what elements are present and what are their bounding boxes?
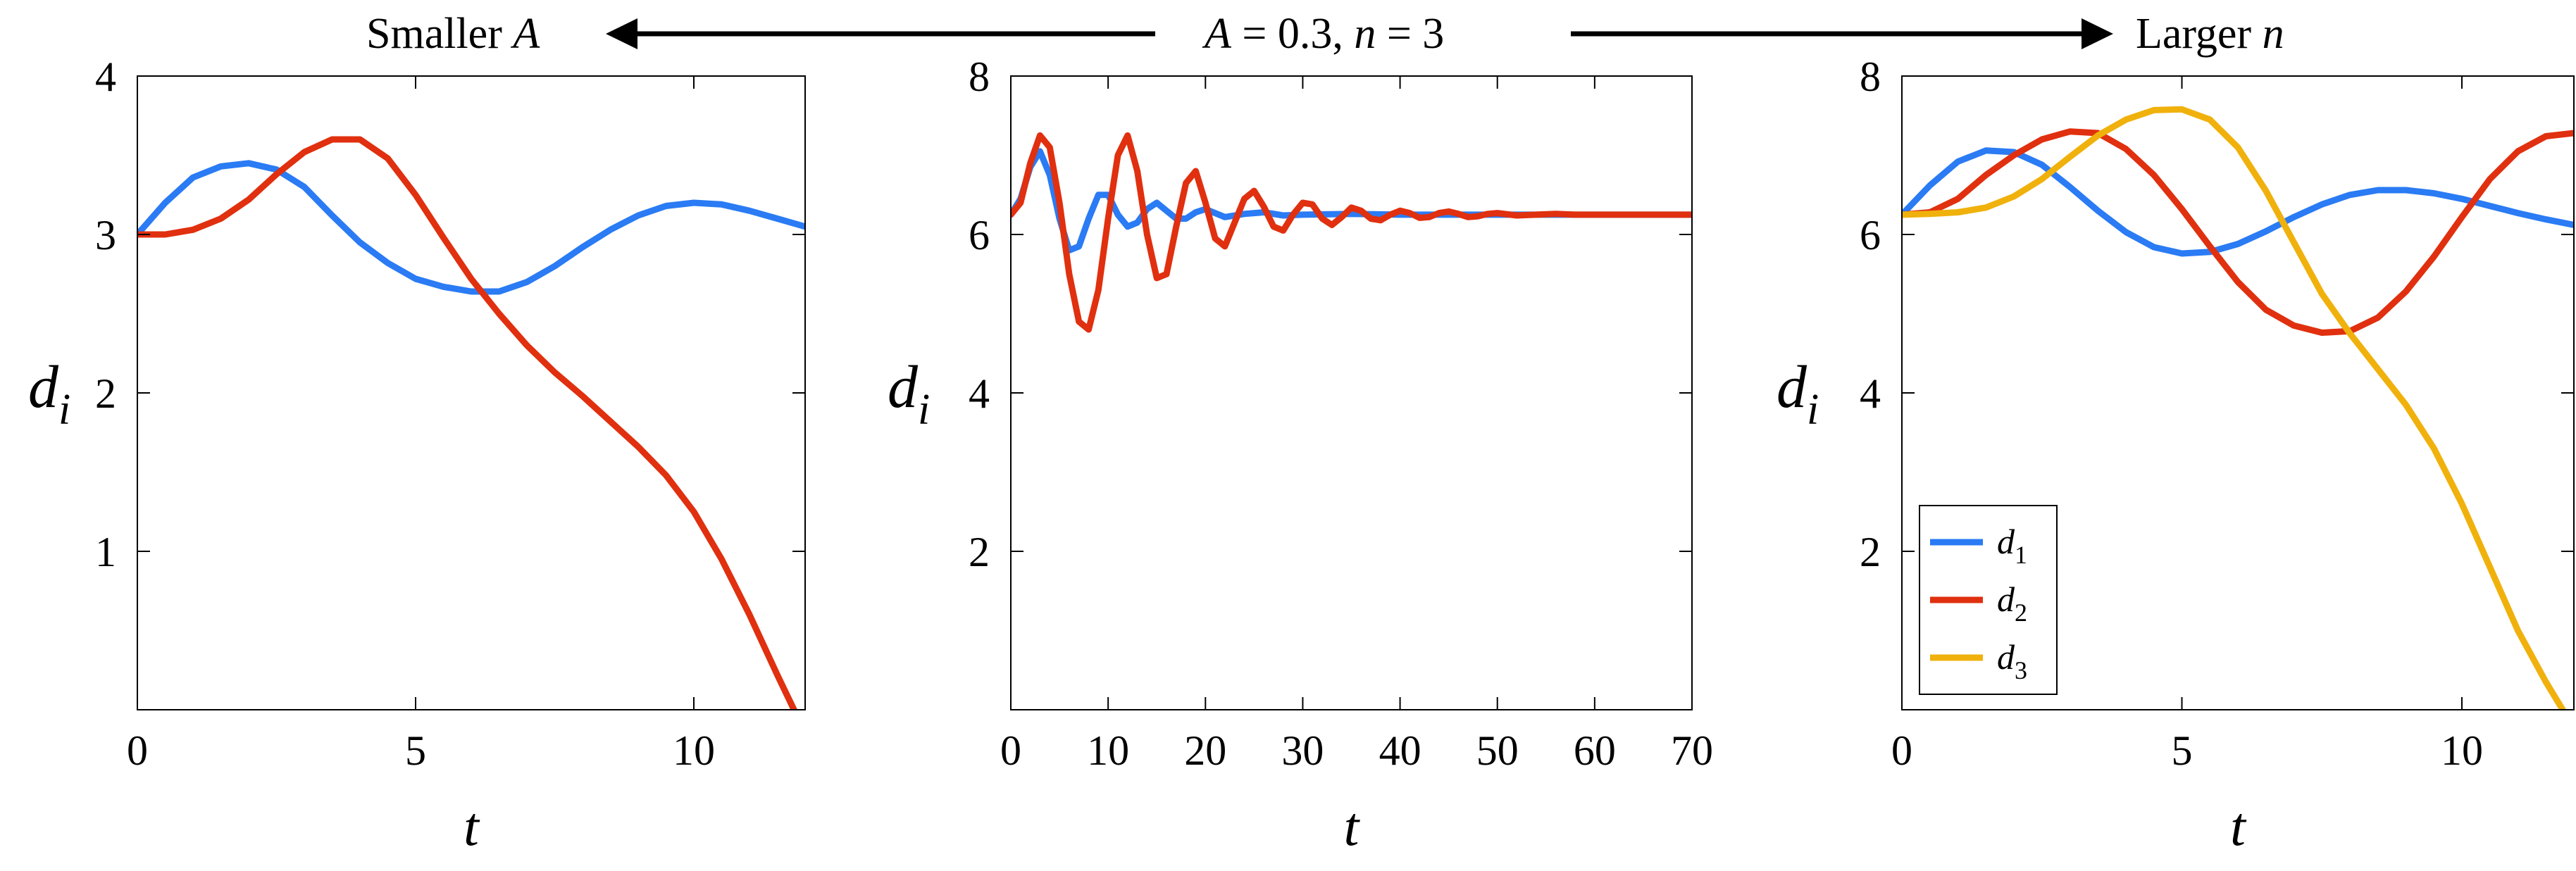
y-tick-label: 8 [969, 54, 990, 100]
header-left-label: Smaller A [366, 10, 540, 58]
series-line-d1 [137, 160, 805, 295]
plot-frame [137, 75, 806, 710]
x-tick-label: 40 [1379, 727, 1421, 774]
y-tick-label: 1 [95, 529, 116, 575]
chart-panel-3: 0 5 10 2 4 6 8 t di d1 d2 d3 [1777, 54, 2575, 857]
y-tick-label: 6 [1860, 212, 1881, 258]
x-tick-label: 0 [1891, 727, 1912, 774]
header-annotation: Smaller A A = 0.3, n = 3 Larger n [366, 10, 2284, 58]
x-tick-label: 60 [1574, 727, 1616, 774]
y-tick-label: 2 [1860, 529, 1881, 575]
chart-panel-1: 0 5 10 1 2 3 4 t di [28, 54, 806, 857]
y-tick-label: 4 [95, 54, 116, 100]
legend-label-d2: d2 [1997, 579, 2027, 627]
x-axis-label: t [1344, 796, 1361, 857]
legend-label-d1: d1 [1997, 522, 2027, 569]
legend-label-d3: d3 [1997, 637, 2027, 684]
series-line-d3 [1902, 106, 2566, 710]
header-center-label: A = 0.3, n = 3 [1202, 10, 1444, 58]
x-tick-label: 10 [673, 727, 715, 774]
x-tick-label: 10 [1087, 727, 1129, 774]
left-arrow-head [606, 18, 637, 49]
legend: d1 d2 d3 [1919, 505, 2058, 695]
x-tick-label: 10 [2441, 727, 2483, 774]
x-tick-label: 50 [1476, 727, 1519, 774]
series-line-d2 [1902, 128, 2574, 336]
y-tick-label: 4 [969, 370, 990, 417]
x-tick-label: 70 [1671, 727, 1713, 774]
x-axis-label: t [2230, 796, 2247, 857]
x-tick-label: 30 [1281, 727, 1324, 774]
series-line-d2 [1011, 132, 1692, 333]
y-tick-label: 3 [95, 212, 116, 258]
x-tick-label: 20 [1184, 727, 1226, 774]
x-tick-label: 0 [1000, 727, 1021, 774]
y-tick-label: 2 [969, 529, 990, 575]
series-line-d2 [137, 136, 797, 710]
x-axis-label: t [463, 796, 480, 857]
y-tick-label: 8 [1860, 54, 1881, 100]
x-tick-label: 5 [405, 727, 426, 774]
y-tick-label: 4 [1860, 370, 1881, 417]
y-axis-label: di [28, 353, 70, 434]
x-tick-label: 0 [127, 727, 148, 774]
y-tick-label: 2 [95, 370, 116, 417]
x-tick-label: 5 [2172, 727, 2193, 774]
y-axis-label: di [888, 353, 930, 434]
y-tick-label: 6 [969, 212, 990, 258]
right-arrow-head [2082, 18, 2113, 49]
header-right-label: Larger n [2136, 10, 2284, 58]
chart-panel-2: 0 10 20 30 40 50 60 70 2 4 6 8 t di [888, 54, 1713, 857]
y-axis-label: di [1777, 353, 1819, 434]
